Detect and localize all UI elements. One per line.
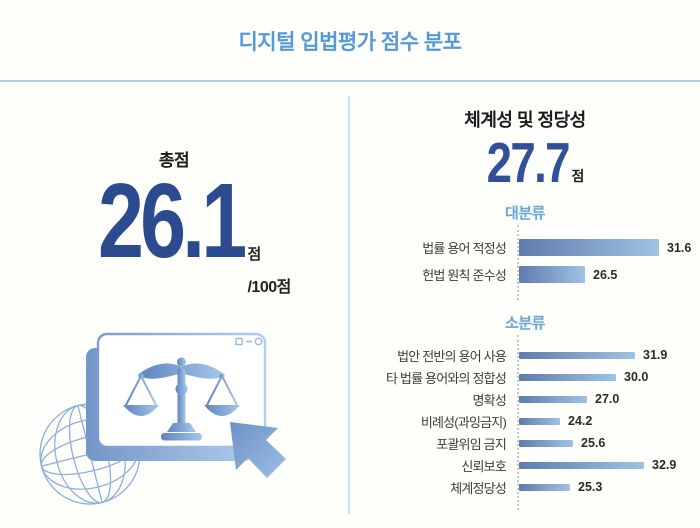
chart-row: 헌법 원칙 준수성 26.5 xyxy=(350,261,700,288)
panel-divider xyxy=(348,96,350,514)
title-divider xyxy=(0,80,700,82)
value-label: 26.5 xyxy=(593,267,618,282)
bar-chart: 법안 전반의 용어 사용 31.9 타 법률 용어와의 정합성 30.0 명확성 27.0… xyxy=(350,335,700,511)
bar-area: 30.0 xyxy=(517,370,648,384)
category-label: 신뢰보호 xyxy=(461,458,506,474)
value-label: 32.9 xyxy=(652,458,677,473)
bar-area: 32.9 xyxy=(517,458,676,472)
bar-area: 31.9 xyxy=(517,348,667,362)
bar xyxy=(519,351,635,359)
category-label: 비례성(과잉금지) xyxy=(420,414,507,430)
bar-area: 31.6 xyxy=(517,239,692,257)
total-score-panel: 총점 26.1 점 /100점 xyxy=(0,82,348,524)
bar-area: 25.3 xyxy=(517,480,602,494)
chart-row: 법률 용어 적정성 31.6 xyxy=(350,234,700,261)
category-label: 타 법률 용어와의 정합성 xyxy=(385,370,507,386)
chart-row: 신뢰보호 32.9 xyxy=(350,454,700,476)
total-score-denominator: /100점 xyxy=(247,278,291,296)
category-label: 법률 용어 적정성 xyxy=(422,241,507,257)
bar xyxy=(519,373,616,381)
chart-row: 체계정당성 25.3 xyxy=(350,476,700,498)
bar xyxy=(519,266,585,284)
bar xyxy=(519,461,644,469)
value-label: 25.3 xyxy=(578,480,603,495)
section-score-value: 27.7 점 xyxy=(350,131,700,195)
bar xyxy=(519,417,560,425)
total-score-number: 26.1 xyxy=(98,162,247,280)
category-label: 헌법 원칙 준수성 xyxy=(422,268,507,284)
chart-row: 포괄위임 금지 25.6 xyxy=(350,432,700,454)
bar-area: 25.6 xyxy=(517,436,605,450)
cursor-arrow-icon xyxy=(230,422,286,478)
bar-chart: 법률 용어 적정성 31.6 헌법 원칙 준수성 26.5 xyxy=(350,225,700,301)
chart-row: 명확성 27.0 xyxy=(350,388,700,410)
category-label: 포괄위임 금지 xyxy=(436,436,507,452)
bar xyxy=(519,395,587,403)
total-score-value: 26.1 점 /100점 xyxy=(0,162,348,295)
value-label: 30.0 xyxy=(624,370,649,385)
total-score-label: 총점 xyxy=(158,151,190,170)
chart-row: 비례성(과잉금지) 24.2 xyxy=(350,410,700,432)
chart-section-title: 소분류 xyxy=(505,315,545,333)
bar-area: 24.2 xyxy=(517,414,592,428)
category-label: 법안 전반의 용어 사용 xyxy=(397,348,507,364)
section-score-number: 27.7 xyxy=(486,131,570,195)
bar-area: 26.5 xyxy=(517,266,618,284)
total-score-unit: 점 xyxy=(247,245,262,263)
window-square-icon xyxy=(235,337,243,346)
content-area: 총점 26.1 점 /100점 xyxy=(0,82,700,524)
value-label: 25.6 xyxy=(581,436,606,451)
bar xyxy=(519,239,659,257)
value-label: 31.6 xyxy=(667,240,692,255)
window-circle-icon xyxy=(254,337,263,346)
value-label: 24.2 xyxy=(568,414,593,429)
bar xyxy=(519,483,570,491)
bar xyxy=(519,439,573,447)
illustration-svg xyxy=(39,332,286,505)
category-label: 명확성 xyxy=(472,392,507,408)
category-label: 체계정당성 xyxy=(450,480,507,496)
chart-row: 법안 전반의 용어 사용 31.9 xyxy=(350,344,700,366)
bar-area: 27.0 xyxy=(517,392,619,406)
legal-evaluation-illustration xyxy=(38,326,304,527)
scales-of-justice-icon xyxy=(123,357,240,441)
chart-section-title: 대분류 xyxy=(505,205,545,223)
page-title: 디지털 입법평가 점수 분포 xyxy=(238,31,462,54)
chart-row: 타 법률 용어와의 정합성 30.0 xyxy=(350,366,700,388)
section-score-unit: 점 xyxy=(571,168,585,185)
value-label: 27.0 xyxy=(595,392,620,407)
section-score-title: 체계성 및 정당성 xyxy=(464,110,586,130)
value-label: 31.9 xyxy=(643,348,668,363)
